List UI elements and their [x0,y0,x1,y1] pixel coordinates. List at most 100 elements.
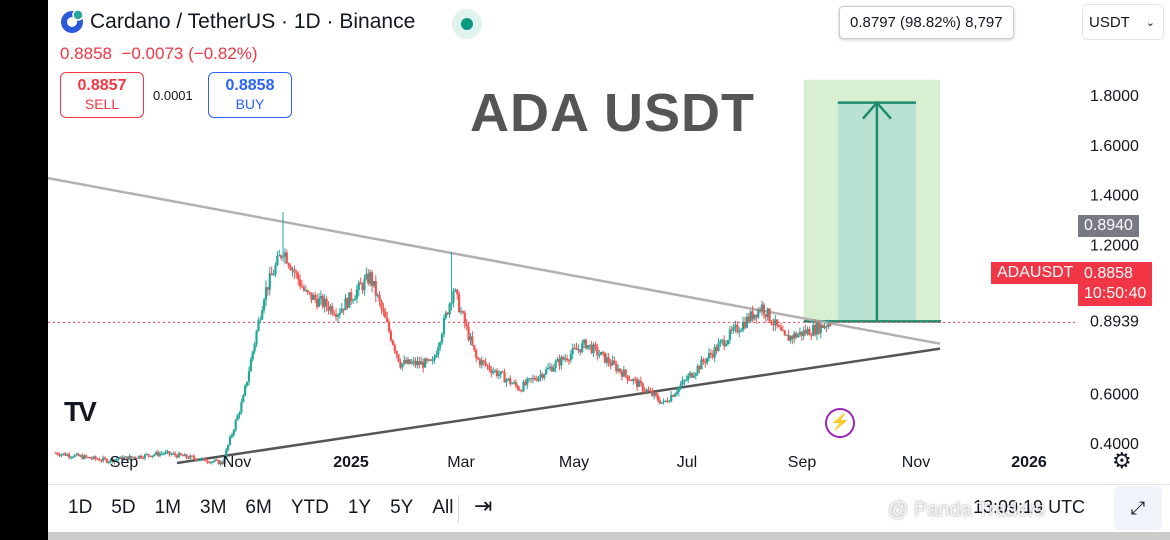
range-button-ytd[interactable]: YTD [290,497,329,518]
candle-body-158 [353,298,357,301]
candle-body-164 [365,273,368,279]
candle-body-177 [389,331,393,341]
range-button-1d[interactable]: 1D [68,497,93,518]
candle-body-123 [287,263,290,267]
market-open-icon[interactable] [452,9,482,39]
candle-body-332 [683,380,686,382]
candle-body-65 [177,453,181,458]
candle-body-102 [247,371,251,382]
candle-body-50 [149,455,152,457]
range-button-5d[interactable]: 5D [111,497,136,518]
candle-body-118 [278,255,281,257]
candle-body-313 [647,389,650,391]
candle-body-125 [291,269,294,271]
goto-date-icon[interactable]: ⇥ [474,493,493,518]
candle-body-310 [641,383,644,391]
candle-body-272 [569,354,572,361]
candle-body-211 [454,289,457,292]
candle-body-369 [753,314,756,320]
candle-body-375 [764,314,767,318]
time-scale-label: 2025 [333,454,369,471]
candle-body-403 [817,322,820,334]
candle-body-148 [334,314,338,317]
candle-body-346 [709,353,713,355]
candle-body-221 [473,345,476,351]
candle-body-10 [73,454,76,458]
candle-body-299 [620,371,624,377]
buy-button[interactable]: 0.8858 BUY [208,72,292,118]
candle-body-394 [800,331,803,336]
candle-body-287 [598,354,601,356]
candle-body-232 [493,370,497,372]
trendline-lower[interactable] [176,347,941,465]
candle-body-307 [635,379,639,387]
candle-body-407 [825,326,828,328]
range-button-3m[interactable]: 3M [200,497,227,518]
candle-body-319 [658,400,661,404]
candle-body-30 [111,458,114,463]
candle-body-222 [475,350,478,358]
candle-body-263 [552,367,555,372]
candle-body-129 [298,279,302,287]
candle-body-336 [690,373,694,378]
candle-body-145 [329,306,332,311]
candle-body-64 [175,455,179,458]
candle-body-277 [579,349,582,353]
trendline-upper[interactable] [48,167,941,345]
candle-body-80 [206,461,209,463]
candle-body-381 [776,319,779,326]
candle-body-61 [170,454,173,456]
candle-body-70 [187,457,190,459]
range-button-5y[interactable]: 5Y [390,497,414,518]
candle-body-270 [565,358,569,361]
candle-body-73 [192,456,196,459]
candle-body-119 [280,255,283,258]
symbol-title[interactable]: Cardano / TetherUS · 1D · Binance [90,10,416,33]
candle-body-240 [509,378,512,384]
candle-body-253 [533,377,536,380]
candle-body-286 [596,346,599,356]
candle-body-98 [240,402,243,413]
sell-button[interactable]: 0.8857 SELL [60,72,144,118]
candle-body-92 [228,436,232,445]
candle-body-305 [632,378,635,382]
candle-body-278 [581,343,584,353]
candle-body-315 [651,391,654,396]
range-button-all[interactable]: All [432,497,454,518]
candle-body-25 [102,457,105,461]
fullscreen-icon[interactable]: ⤢ [1114,486,1162,530]
candle-body-202 [437,347,440,355]
lightning-icon[interactable]: ⚡ [825,408,855,438]
candle-body-275 [575,348,578,350]
candle-body-226 [482,360,485,362]
utc-clock[interactable]: 13:09:19 UTC [973,497,1086,517]
range-button-1y[interactable]: 1Y [347,497,372,518]
candle-body-152 [342,308,345,311]
candle-body-197 [427,359,430,361]
gear-icon[interactable]: ⚙ [1112,448,1132,473]
currency-select[interactable]: USDT ⌄ [1082,4,1164,40]
candle-body-267 [560,357,563,366]
candle-body-212 [456,289,459,295]
candle-body-12 [77,453,80,457]
candle-body-339 [696,365,699,374]
price-chart[interactable]: 1.8000 1.6000 1.4000 1.2000 0.8939 0.6000 0.40… [48,0,1170,484]
candle-body-316 [653,392,656,396]
candle-body-84 [213,459,216,462]
candle-body-54 [156,452,160,456]
tradingview-logo-icon[interactable]: TV [64,396,97,427]
candle-body-208 [448,303,451,315]
measure-label[interactable]: 0.8797 (98.82%) 8,797 [839,6,1014,39]
candle-body-374 [762,304,766,315]
toolbar-divider [458,495,459,523]
candle-body-153 [344,298,347,311]
sell-label: SELL [84,96,120,112]
candle-body-149 [336,314,340,317]
range-button-6m[interactable]: 6M [245,497,272,518]
range-button-1m[interactable]: 1M [154,497,181,518]
candle-body-32 [115,459,118,461]
candle-body-121 [283,252,287,257]
candle-body-391 [795,333,798,338]
candle-body-408 [827,324,830,327]
spread-value: 0.0001 [153,88,193,103]
